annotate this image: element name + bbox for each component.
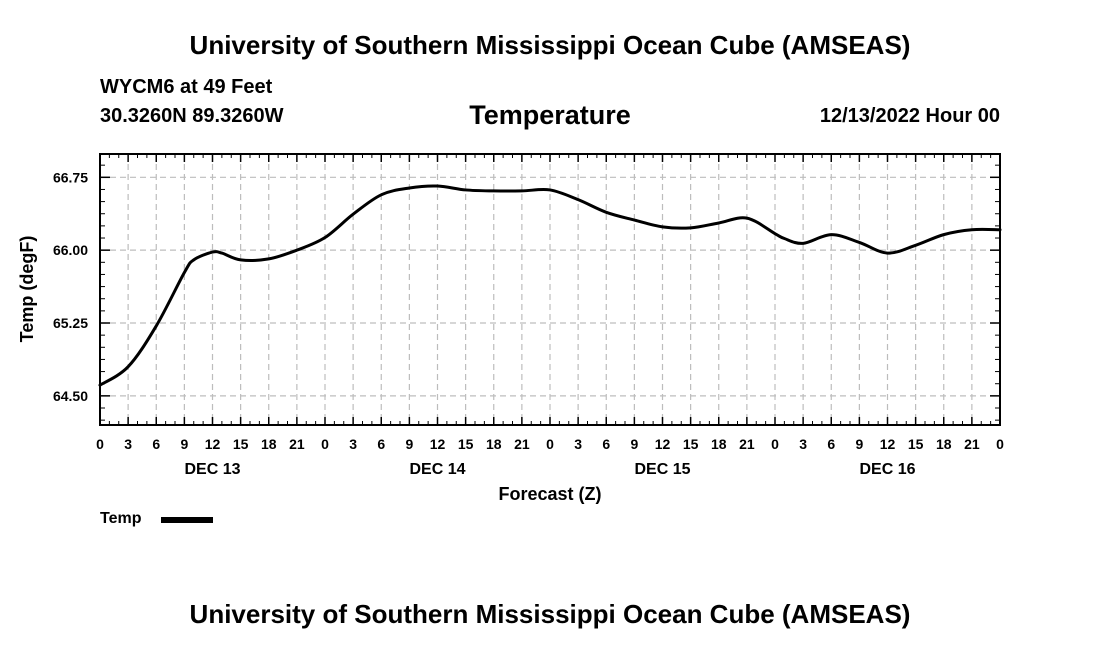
main-title: University of Southern Mississippi Ocean… xyxy=(189,30,911,60)
x-tick-label: 21 xyxy=(289,436,305,452)
y-tick-label: 66.75 xyxy=(53,169,88,185)
y-tick-label: 66.00 xyxy=(53,242,88,258)
x-tick-label: 0 xyxy=(96,436,104,452)
x-tick-label: 9 xyxy=(630,436,638,452)
x-tick-label: 9 xyxy=(855,436,863,452)
footer-title: University of Southern Mississippi Ocean… xyxy=(189,599,911,629)
x-tick-label: 21 xyxy=(964,436,980,452)
x-tick-label: 12 xyxy=(205,436,221,452)
x-tick-label: 6 xyxy=(827,436,835,452)
y-tick-label: 64.50 xyxy=(53,388,88,404)
chart-title: Temperature xyxy=(469,100,631,130)
x-tick-label: 15 xyxy=(908,436,924,452)
legend-label: Temp xyxy=(100,510,142,527)
x-tick-label: 3 xyxy=(124,436,132,452)
x-tick-label: 9 xyxy=(180,436,188,452)
plot-frame xyxy=(99,153,1001,426)
y-axis-title: Temp (degF) xyxy=(17,236,37,343)
x-tick-label: 6 xyxy=(377,436,385,452)
x-tick-label: 6 xyxy=(152,436,160,452)
x-tick-label: 15 xyxy=(458,436,474,452)
tick-labels: 0 3 6 9 12 15 18 21 0 3 6 9 12 15 18 21 0 3 6 9 12 15 18 21 0 3 6 9… xyxy=(53,169,1004,478)
x-tick-label: 18 xyxy=(711,436,727,452)
x-tick-label: 18 xyxy=(486,436,502,452)
x-tick-label: 3 xyxy=(349,436,357,452)
x-tick-label: 15 xyxy=(233,436,249,452)
x-tick-label: 6 xyxy=(602,436,610,452)
day-label: DEC 14 xyxy=(409,461,465,478)
x-tick-label: 0 xyxy=(546,436,554,452)
day-label: DEC 15 xyxy=(634,461,690,478)
station-label: WYCM6 at 49 Feet xyxy=(100,76,273,98)
x-tick-label: 0 xyxy=(771,436,779,452)
x-tick-label: 18 xyxy=(261,436,277,452)
x-tick-label: 0 xyxy=(321,436,329,452)
x-tick-label: 21 xyxy=(739,436,755,452)
grid xyxy=(100,154,1000,425)
x-tick-label: 3 xyxy=(799,436,807,452)
day-label: DEC 13 xyxy=(184,461,240,478)
x-tick-label: 12 xyxy=(880,436,896,452)
coordinates-label: 30.3260N 89.3260W xyxy=(100,105,284,127)
legend-swatch-temp xyxy=(161,517,213,523)
x-tick-label: 0 xyxy=(996,436,1004,452)
y-tick-label: 65.25 xyxy=(53,315,88,331)
day-label: DEC 16 xyxy=(859,461,915,478)
x-tick-label: 3 xyxy=(574,436,582,452)
x-tick-label: 12 xyxy=(430,436,446,452)
x-tick-label: 12 xyxy=(655,436,671,452)
x-tick-label: 15 xyxy=(683,436,699,452)
x-tick-label: 18 xyxy=(936,436,952,452)
x-tick-label: 21 xyxy=(514,436,530,452)
series-line-temp xyxy=(98,184,1002,387)
run-time-label: 12/13/2022 Hour 00 xyxy=(819,105,1000,127)
x-axis-title: Forecast (Z) xyxy=(498,484,601,504)
x-tick-label: 9 xyxy=(405,436,413,452)
